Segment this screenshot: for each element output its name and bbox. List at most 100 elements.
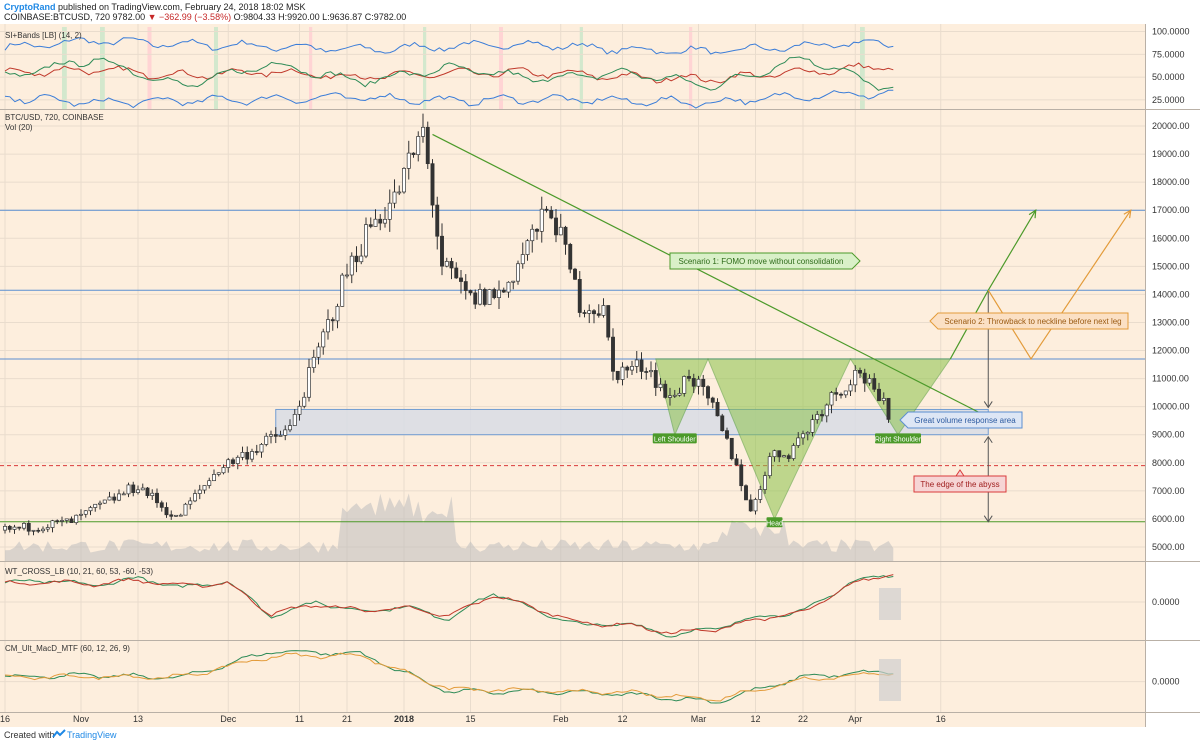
candle-up [520,254,525,265]
tradingview-brand[interactable]: TradingView [67,730,117,740]
chart-canvas[interactable]: 100.0000 75.0000 50.0000 25.0000 20000.00 19… [0,24,1200,727]
candle-up [810,419,815,433]
candle-down [354,255,359,263]
candle-up [587,310,592,314]
candle-up [345,274,349,277]
candle-down [687,376,691,379]
candle-down [454,267,459,279]
scenario2-label: Scenario 2: Throwback to neckline before… [944,317,1121,326]
candle-down [164,507,169,516]
candle-down [273,434,278,437]
candle-down [592,310,596,315]
zone-label-bg [899,411,1023,429]
candle-up [136,489,140,493]
candle-down [69,518,74,524]
y-tick-label: 8000.00 [1152,458,1185,468]
wt-cross-title: WT_CROSS_LB (10, 21, 60, 53, -60, -53) [5,567,153,576]
candle-up [41,528,45,532]
candle-up [326,319,330,333]
signal-stripe [689,27,693,109]
candle-down [245,452,250,460]
y-tick-label: 11000.00 [1152,374,1189,384]
candle-up [226,459,231,468]
volume-title: Vol (20) [5,123,33,132]
candle-down [378,218,383,224]
candle-up [601,305,606,316]
ohlc-values: O:9804.33 H:9920.00 L:9636.87 C:9782.00 [233,12,407,22]
candle-up [558,226,563,236]
x-tick-label: Dec [220,714,237,724]
x-tick-label: 22 [798,714,808,724]
candle-down [706,386,710,399]
candle-up [278,434,283,437]
candle-down [834,392,839,395]
candle-up [60,520,64,522]
candle-up [50,520,55,528]
panel-borders [0,24,1200,727]
candle-down [112,496,117,501]
symbol-line: COINBASE:BTCUSD, 720 9782.00 ▼ −362.99 (… [4,12,406,22]
candle-up [102,499,107,504]
published-info: published on TradingView.com, February 2… [58,2,306,12]
candle-up [235,456,240,464]
candle-down [611,336,615,372]
candle-up [478,289,482,305]
candle-down [55,520,60,523]
signal-stripe [214,27,218,109]
candle-down [159,502,164,508]
left-shoulder-label-bg [652,433,697,444]
candle-up [758,489,763,500]
candle-up [824,404,829,417]
candle-up [297,405,302,415]
y-tick-label: 50.0000 [1152,72,1185,82]
candle-down [155,492,159,504]
candle-up [805,432,810,435]
candle-up [416,136,421,156]
candle-up [292,414,297,426]
candle-up [88,507,93,512]
signal-stripe [62,27,67,109]
candle-down [482,289,487,305]
candle-up [321,331,326,348]
candle-up [150,492,155,496]
candle-down [886,397,891,420]
candle-down [729,437,734,460]
y-tick-label: 12000.00 [1152,346,1190,356]
scenario1-label-bg [669,252,861,270]
x-tick-label: Nov [73,714,90,724]
candle-up [193,493,197,502]
y-tick-label: 16000.00 [1152,233,1190,243]
candle-up [801,433,805,439]
candle-down [440,235,444,267]
candle-up [406,152,411,169]
candle-up [335,305,340,322]
candle-down [26,523,31,532]
candle-up [207,480,212,486]
y-tick-label: 25.0000 [1152,95,1185,105]
candle-down [459,277,463,282]
candle-up [487,289,492,305]
candle-up [45,527,50,530]
candle-down [169,514,174,517]
y-tick-label: 9000.00 [1152,430,1185,440]
candle-down [582,312,587,314]
candle-down [492,289,497,298]
candle-up [497,289,501,298]
candle-up [3,525,7,531]
macd-title: CM_Ult_MacD_MTF (60, 12, 26, 9) [5,644,130,653]
candle-down [777,450,782,458]
right-shoulder-triangle [849,358,952,436]
candle-up [677,392,682,396]
candle-up [302,396,307,407]
price-change: ▼ −362.99 (−3.58%) [147,12,232,22]
author-name[interactable]: CryptoRand [4,2,56,12]
zone-label: Great volume response area [914,416,1016,425]
candle-up [83,510,88,515]
arrow-head [1123,209,1132,219]
candle-up [658,383,663,388]
volume-area [5,493,894,561]
y-tick-label: 20000.00 [1152,121,1190,131]
candle-up [506,281,511,293]
candle-up [269,434,273,437]
candle-up [178,514,183,517]
